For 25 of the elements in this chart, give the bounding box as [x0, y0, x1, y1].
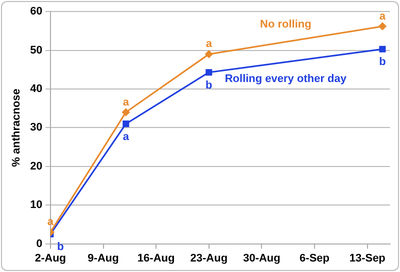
- x-tick-label: 30-Aug: [243, 252, 280, 264]
- x-tick-label: 23-Aug: [190, 252, 228, 264]
- x-tick-label: 16-Aug: [137, 252, 175, 264]
- y-tick-label: 50: [30, 44, 42, 56]
- y-tick-label: 0: [36, 238, 42, 250]
- y-tick-label: 30: [30, 122, 42, 134]
- y-tick-label: 10: [30, 199, 42, 212]
- series-label: Rolling every other day: [224, 72, 348, 85]
- x-tick-label: 2-Aug: [34, 252, 66, 264]
- y-axis-title: % anthracnose: [10, 88, 23, 167]
- y-tick-label: 60: [30, 6, 42, 18]
- annotation: a: [122, 96, 130, 108]
- y-tick-label: 20: [30, 160, 42, 172]
- x-tick-label: 9-Aug: [88, 252, 119, 264]
- y-tick-label: 40: [30, 83, 42, 96]
- x-tick-label: 6-Sep: [300, 252, 330, 264]
- annotation: b: [57, 241, 64, 254]
- annotation: a: [47, 216, 54, 228]
- annotation: b: [379, 56, 386, 68]
- x-tick-label: 13-Sep: [349, 252, 386, 264]
- annotation: a: [206, 38, 213, 50]
- annotation: a: [379, 10, 386, 22]
- annotation: a: [122, 130, 130, 143]
- annotation: b: [206, 79, 213, 92]
- series-label: No rolling: [260, 18, 312, 30]
